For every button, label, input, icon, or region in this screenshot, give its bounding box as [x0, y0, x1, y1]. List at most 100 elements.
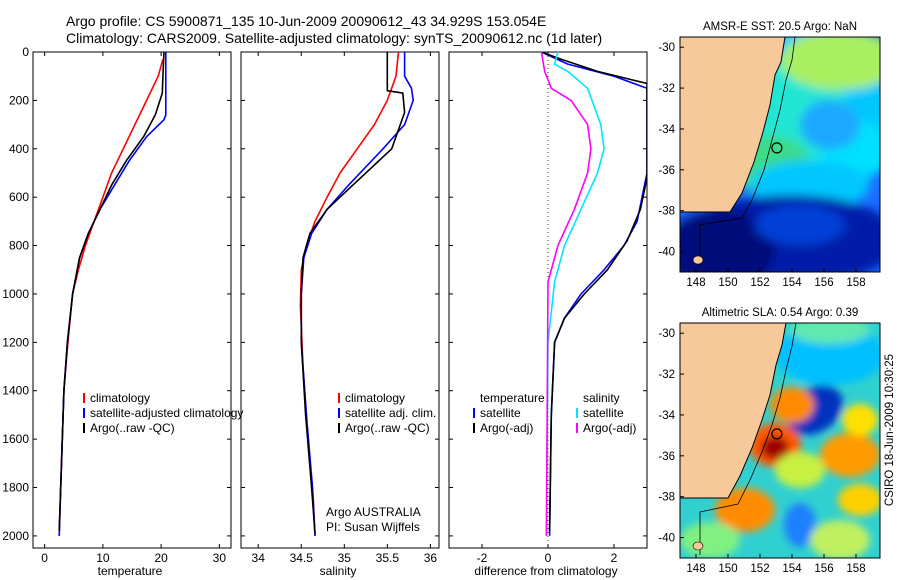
- temperature-plot-frame: [32, 51, 232, 549]
- map-y-tick-label: -40: [658, 533, 675, 545]
- series-line-argo-adj-: [541, 52, 647, 532]
- legend-entry: climatology: [345, 391, 405, 405]
- x-tick-label: 35.5: [376, 551, 400, 565]
- x-tick-label: 0: [545, 551, 552, 565]
- header-line-1: Argo profile: CS 5900871_135 10-Jun-2009…: [66, 13, 546, 29]
- credit-pi: PI: Susan Wijffels: [326, 520, 420, 534]
- y-tick-label: 600: [9, 190, 29, 204]
- sla-map-ticks: 148 150 152 154 156 158 -30 -32 -34 -36 -38 -40: [658, 328, 865, 575]
- x-tick-label: 34: [252, 551, 266, 565]
- series-line-satellite: [541, 52, 647, 536]
- header-line-2: Climatology: CARS2009. Satellite-adjuste…: [66, 30, 602, 46]
- legend-entry: climatology: [90, 391, 150, 405]
- map-y-tick-label: -36: [658, 451, 675, 463]
- sst-map-land: [680, 37, 785, 212]
- sst-map-frame: [679, 36, 881, 273]
- map-x-tick-label: 152: [750, 277, 769, 289]
- series-line-argo-raw-qc-: [300, 52, 406, 534]
- map-y-tick-label: -32: [658, 369, 675, 381]
- sst-map-ticks: 148 150 152 154 156 158 -30 -32 -34 -36 -38 -40: [658, 42, 865, 289]
- map-x-tick-label: 150: [718, 277, 737, 289]
- temperature-panel: 0 10 20 30 0 200 400 600 800 1000 1200 1400 1600 1800…: [2, 45, 243, 578]
- difference-panel: -2 0 2 difference from climatology tempera…: [448, 51, 648, 578]
- y-tick-label: 2000: [2, 529, 29, 543]
- map-y-tick-label: -30: [658, 42, 675, 54]
- map-y-tick-label: -34: [658, 410, 675, 422]
- sst-map-island: [692, 255, 704, 265]
- map-y-tick-label: -32: [658, 83, 675, 95]
- y-tick-label: 0: [22, 45, 29, 59]
- sla-map-coastline: [680, 323, 787, 499]
- legend-heading-temperature: temperature: [480, 391, 545, 405]
- map-x-tick-label: 152: [750, 563, 769, 575]
- x-tick-label: 35: [338, 551, 352, 565]
- legend-entry: satellite adj. clim.: [345, 406, 436, 420]
- legend-entry: Argo(-adj): [480, 421, 533, 435]
- map-y-tick-label: -34: [658, 124, 675, 136]
- sla-map-title: Altimetric SLA: 0.54 Argo: 0.39: [702, 307, 859, 319]
- y-tick-label: 1200: [2, 335, 29, 349]
- credit-owner: Argo AUSTRALIA: [326, 505, 421, 519]
- map-y-tick-label: -30: [658, 328, 675, 340]
- legend-entry: Argo(..raw -QC): [345, 421, 430, 435]
- map-x-tick-label: 158: [846, 277, 865, 289]
- credit-timestamp: CSIRO 18-Jun-2009 10:30:25: [884, 354, 896, 506]
- x-tick-label: 2: [611, 551, 618, 565]
- series-line-satellite-adj-clim-: [300, 52, 415, 536]
- legend-entry: Argo(-adj): [583, 421, 636, 435]
- salinity-plot-frame: [240, 51, 440, 549]
- map-x-tick-label: 148: [686, 277, 705, 289]
- legend-entry: Argo(..raw -QC): [90, 421, 175, 435]
- map-y-tick-label: -40: [658, 247, 675, 259]
- x-tick-label: 34.5: [290, 551, 314, 565]
- series-line-argo-adj-: [540, 52, 592, 536]
- sla-map-field: [680, 323, 880, 558]
- sst-map-panel: AMSR-E SST: 20.5 Argo: NaN 148 150 15: [658, 21, 881, 289]
- legend-heading-salinity: salinity: [583, 391, 620, 405]
- sst-map-contour: [699, 37, 796, 265]
- series-line-climatology: [299, 52, 400, 536]
- x-tick-label: 30: [213, 551, 227, 565]
- difference-legend: temperaturesatelliteArgo(-adj)salinitysa…: [473, 391, 636, 435]
- y-tick-label: 1400: [2, 384, 29, 398]
- sla-map-frame: [679, 322, 881, 559]
- temperature-ticks: 0 10 20 30 0 200 400 600 800 1000 1200 1400 1600 1800…: [2, 45, 231, 565]
- y-tick-label: 1800: [2, 481, 29, 495]
- map-y-tick-label: -36: [658, 165, 675, 177]
- legend-entry: satellite: [583, 406, 624, 420]
- difference-series: [540, 52, 647, 536]
- sla-profile-marker: [771, 428, 783, 440]
- sst-map-field: [680, 37, 880, 272]
- temperature-xlabel: temperature: [98, 564, 163, 578]
- temperature-series: [58, 52, 167, 536]
- map-x-tick-label: 156: [814, 277, 833, 289]
- salinity-ticks: 34 34.5 35 35.5 36: [241, 51, 439, 565]
- x-tick-label: -2: [477, 551, 488, 565]
- y-tick-label: 800: [9, 239, 29, 253]
- sst-profile-marker: [771, 142, 783, 154]
- x-tick-label: 36: [424, 551, 438, 565]
- x-tick-label: 10: [96, 551, 110, 565]
- sst-map-title: AMSR-E SST: 20.5 Argo: NaN: [703, 21, 857, 33]
- salinity-series: [299, 52, 415, 536]
- salinity-xlabel: salinity: [320, 564, 357, 578]
- series-line-satellite: [545, 52, 605, 536]
- salinity-panel: 34 34.5 35 35.5 36 salinity climatologysatel…: [240, 51, 440, 578]
- y-tick-label: 200: [9, 93, 29, 107]
- y-tick-label: 400: [9, 142, 29, 156]
- sla-map-island: [692, 541, 704, 551]
- legend-entry: satellite: [480, 406, 521, 420]
- map-x-tick-label: 148: [686, 563, 705, 575]
- x-tick-label: 20: [154, 551, 168, 565]
- sla-map-contour: [699, 323, 797, 555]
- x-tick-label: 0: [41, 551, 48, 565]
- series-line-argo-raw-qc-: [58, 52, 165, 532]
- map-x-tick-label: 154: [782, 563, 802, 575]
- map-y-tick-label: -38: [658, 492, 675, 504]
- y-tick-label: 1600: [2, 432, 29, 446]
- map-x-tick-label: 156: [814, 563, 833, 575]
- difference-xlabel: difference from climatology: [474, 564, 617, 578]
- sla-map-land: [680, 323, 786, 498]
